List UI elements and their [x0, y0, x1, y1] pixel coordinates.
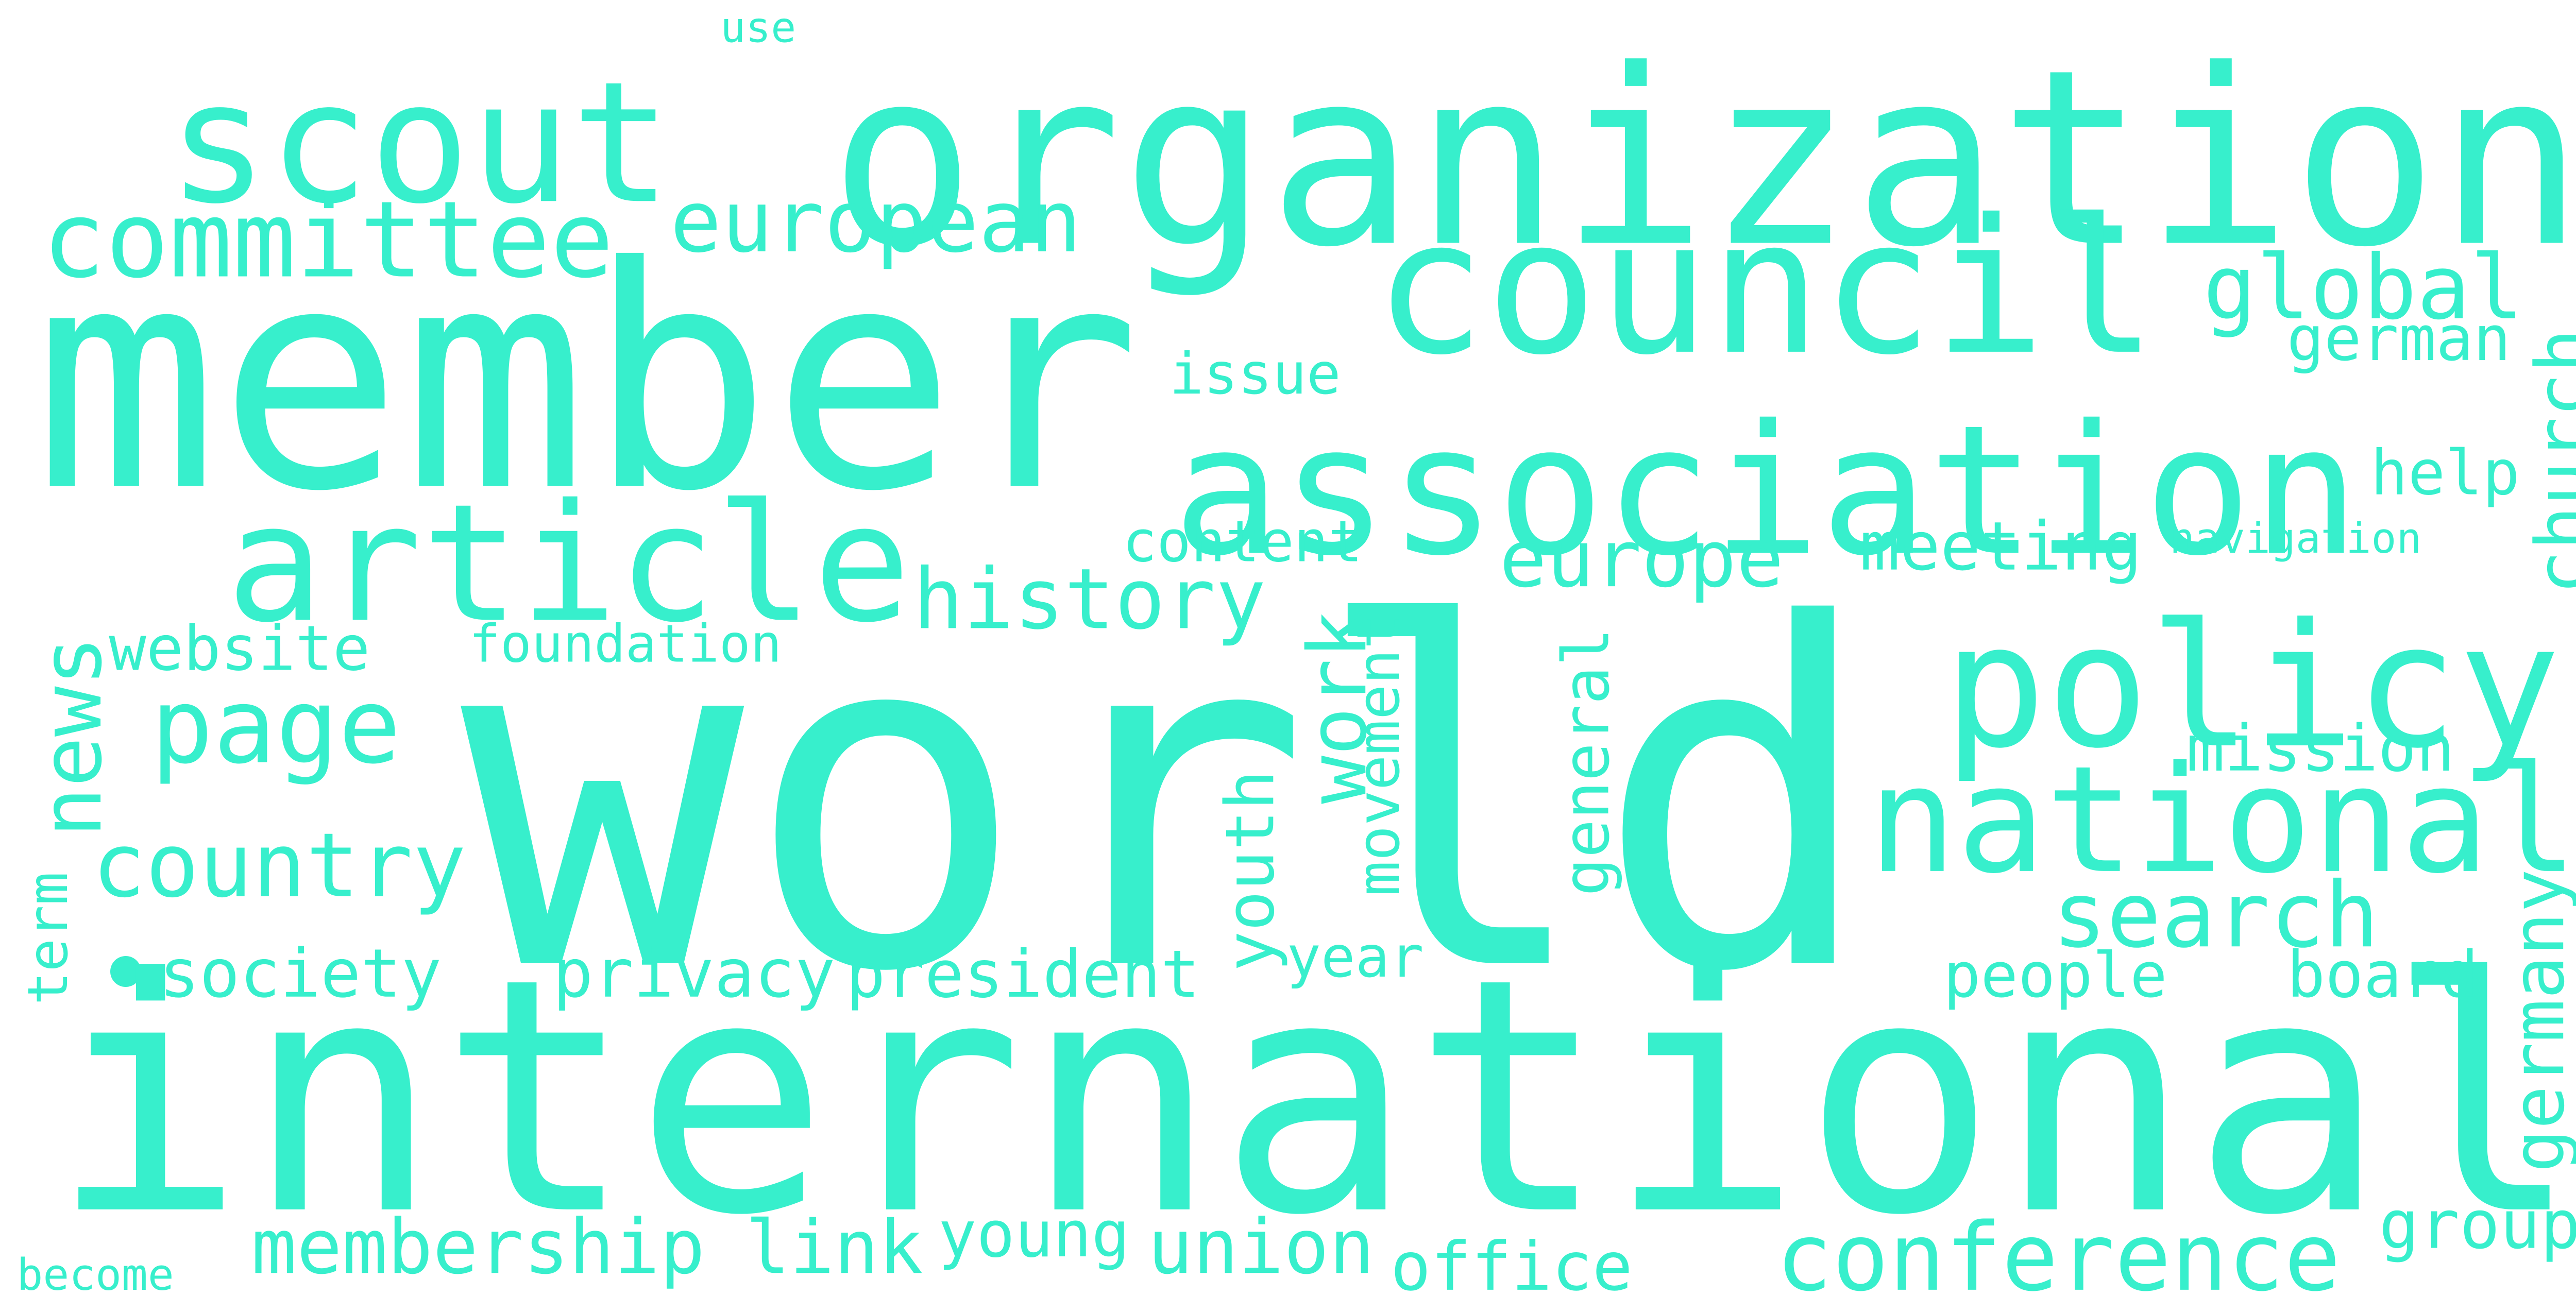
word: become [17, 1250, 174, 1300]
word: society [159, 934, 442, 1013]
word: article [226, 469, 911, 658]
word: page [151, 666, 401, 787]
word: search [2052, 863, 2379, 968]
word: national [1868, 735, 2576, 906]
word: committee [42, 179, 614, 302]
word: link [745, 1204, 923, 1290]
word: history [913, 551, 1266, 648]
word: country [92, 814, 466, 917]
word: conference [1776, 1203, 2341, 1312]
word: council [1374, 180, 2158, 396]
word: europe [1499, 514, 1784, 605]
word: president [846, 936, 1200, 1012]
word: world [461, 527, 1877, 1075]
word: work [1291, 610, 1384, 804]
bullet-dot [110, 956, 141, 987]
word: youth [1211, 770, 1289, 971]
word: church [2520, 328, 2576, 594]
word: meeting [1860, 507, 2142, 586]
word: organization [829, 18, 2576, 301]
word: foundation [469, 613, 782, 674]
word: term [16, 872, 80, 1005]
word: year [1286, 924, 1423, 991]
word: policy [1943, 587, 2561, 786]
word: membership [251, 1203, 705, 1291]
word: people [1943, 940, 2167, 1012]
word: member [33, 202, 1141, 558]
word: european [670, 173, 1082, 272]
word: navigation [2170, 515, 2421, 563]
word: privacy [553, 934, 835, 1013]
word: content [1123, 508, 1363, 575]
word: german [2287, 303, 2511, 375]
word: office [1391, 1227, 1633, 1306]
word: use [720, 4, 796, 52]
word: union [1148, 1203, 1375, 1291]
word: board [2287, 938, 2479, 1012]
word: issue [1170, 341, 1341, 407]
word: mission [2187, 712, 2455, 786]
word: news [23, 636, 121, 838]
word: website [109, 613, 370, 685]
word: group [2379, 1186, 2576, 1264]
word: help [2370, 437, 2520, 509]
word: germany [2496, 869, 2576, 1172]
word: movement [1344, 614, 1413, 896]
word: global [2203, 236, 2523, 339]
word: general [1550, 628, 1624, 896]
word: young [938, 1198, 1130, 1272]
word: international [50, 910, 2576, 1286]
word: scout [167, 45, 672, 241]
word: association [1173, 387, 2360, 595]
